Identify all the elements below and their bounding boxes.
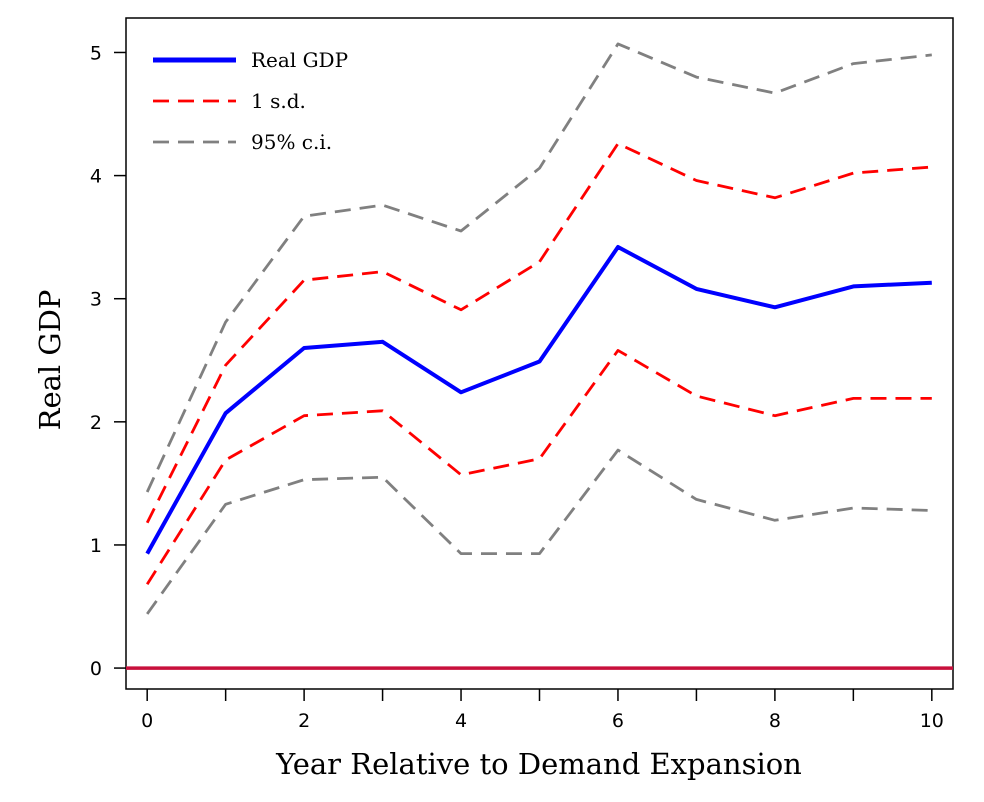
series-layer xyxy=(145,42,932,615)
series-line-2 xyxy=(146,348,932,586)
y-tick-label: 4 xyxy=(90,166,102,188)
plot-frame xyxy=(125,17,954,690)
x-tick-label: 6 xyxy=(612,710,624,732)
y-tick-label: 0 xyxy=(90,658,102,680)
series-line-1 xyxy=(145,142,932,524)
series-line-3 xyxy=(145,42,932,493)
x-axis-title: Year Relative to Demand Expansion xyxy=(275,747,802,781)
legend-label: Real GDP xyxy=(251,48,348,72)
x-tick-label: 4 xyxy=(455,710,467,732)
x-tick-label: 0 xyxy=(141,710,153,732)
series-line-0 xyxy=(145,245,932,555)
x-tick-label: 8 xyxy=(769,710,781,732)
y-axis-title: Real GDP xyxy=(33,290,67,431)
legend-label: 95% c.i. xyxy=(251,130,332,154)
y-tick-label: 3 xyxy=(90,289,102,311)
series-line-4 xyxy=(146,448,932,615)
x-tick-label: 2 xyxy=(298,710,310,732)
x-tick-label: 10 xyxy=(920,710,944,732)
y-axis: 0 1 2 3 4 5 xyxy=(90,42,126,680)
y-tick-label: 1 xyxy=(90,535,102,557)
y-tick-label: 5 xyxy=(90,42,102,64)
y-tick-label: 2 xyxy=(90,412,102,434)
legend-label: 1 s.d. xyxy=(251,89,306,113)
legend: Real GDP 1 s.d. 95% c.i. xyxy=(153,48,348,154)
x-axis: 0 2 4 6 8 10 xyxy=(141,689,944,732)
